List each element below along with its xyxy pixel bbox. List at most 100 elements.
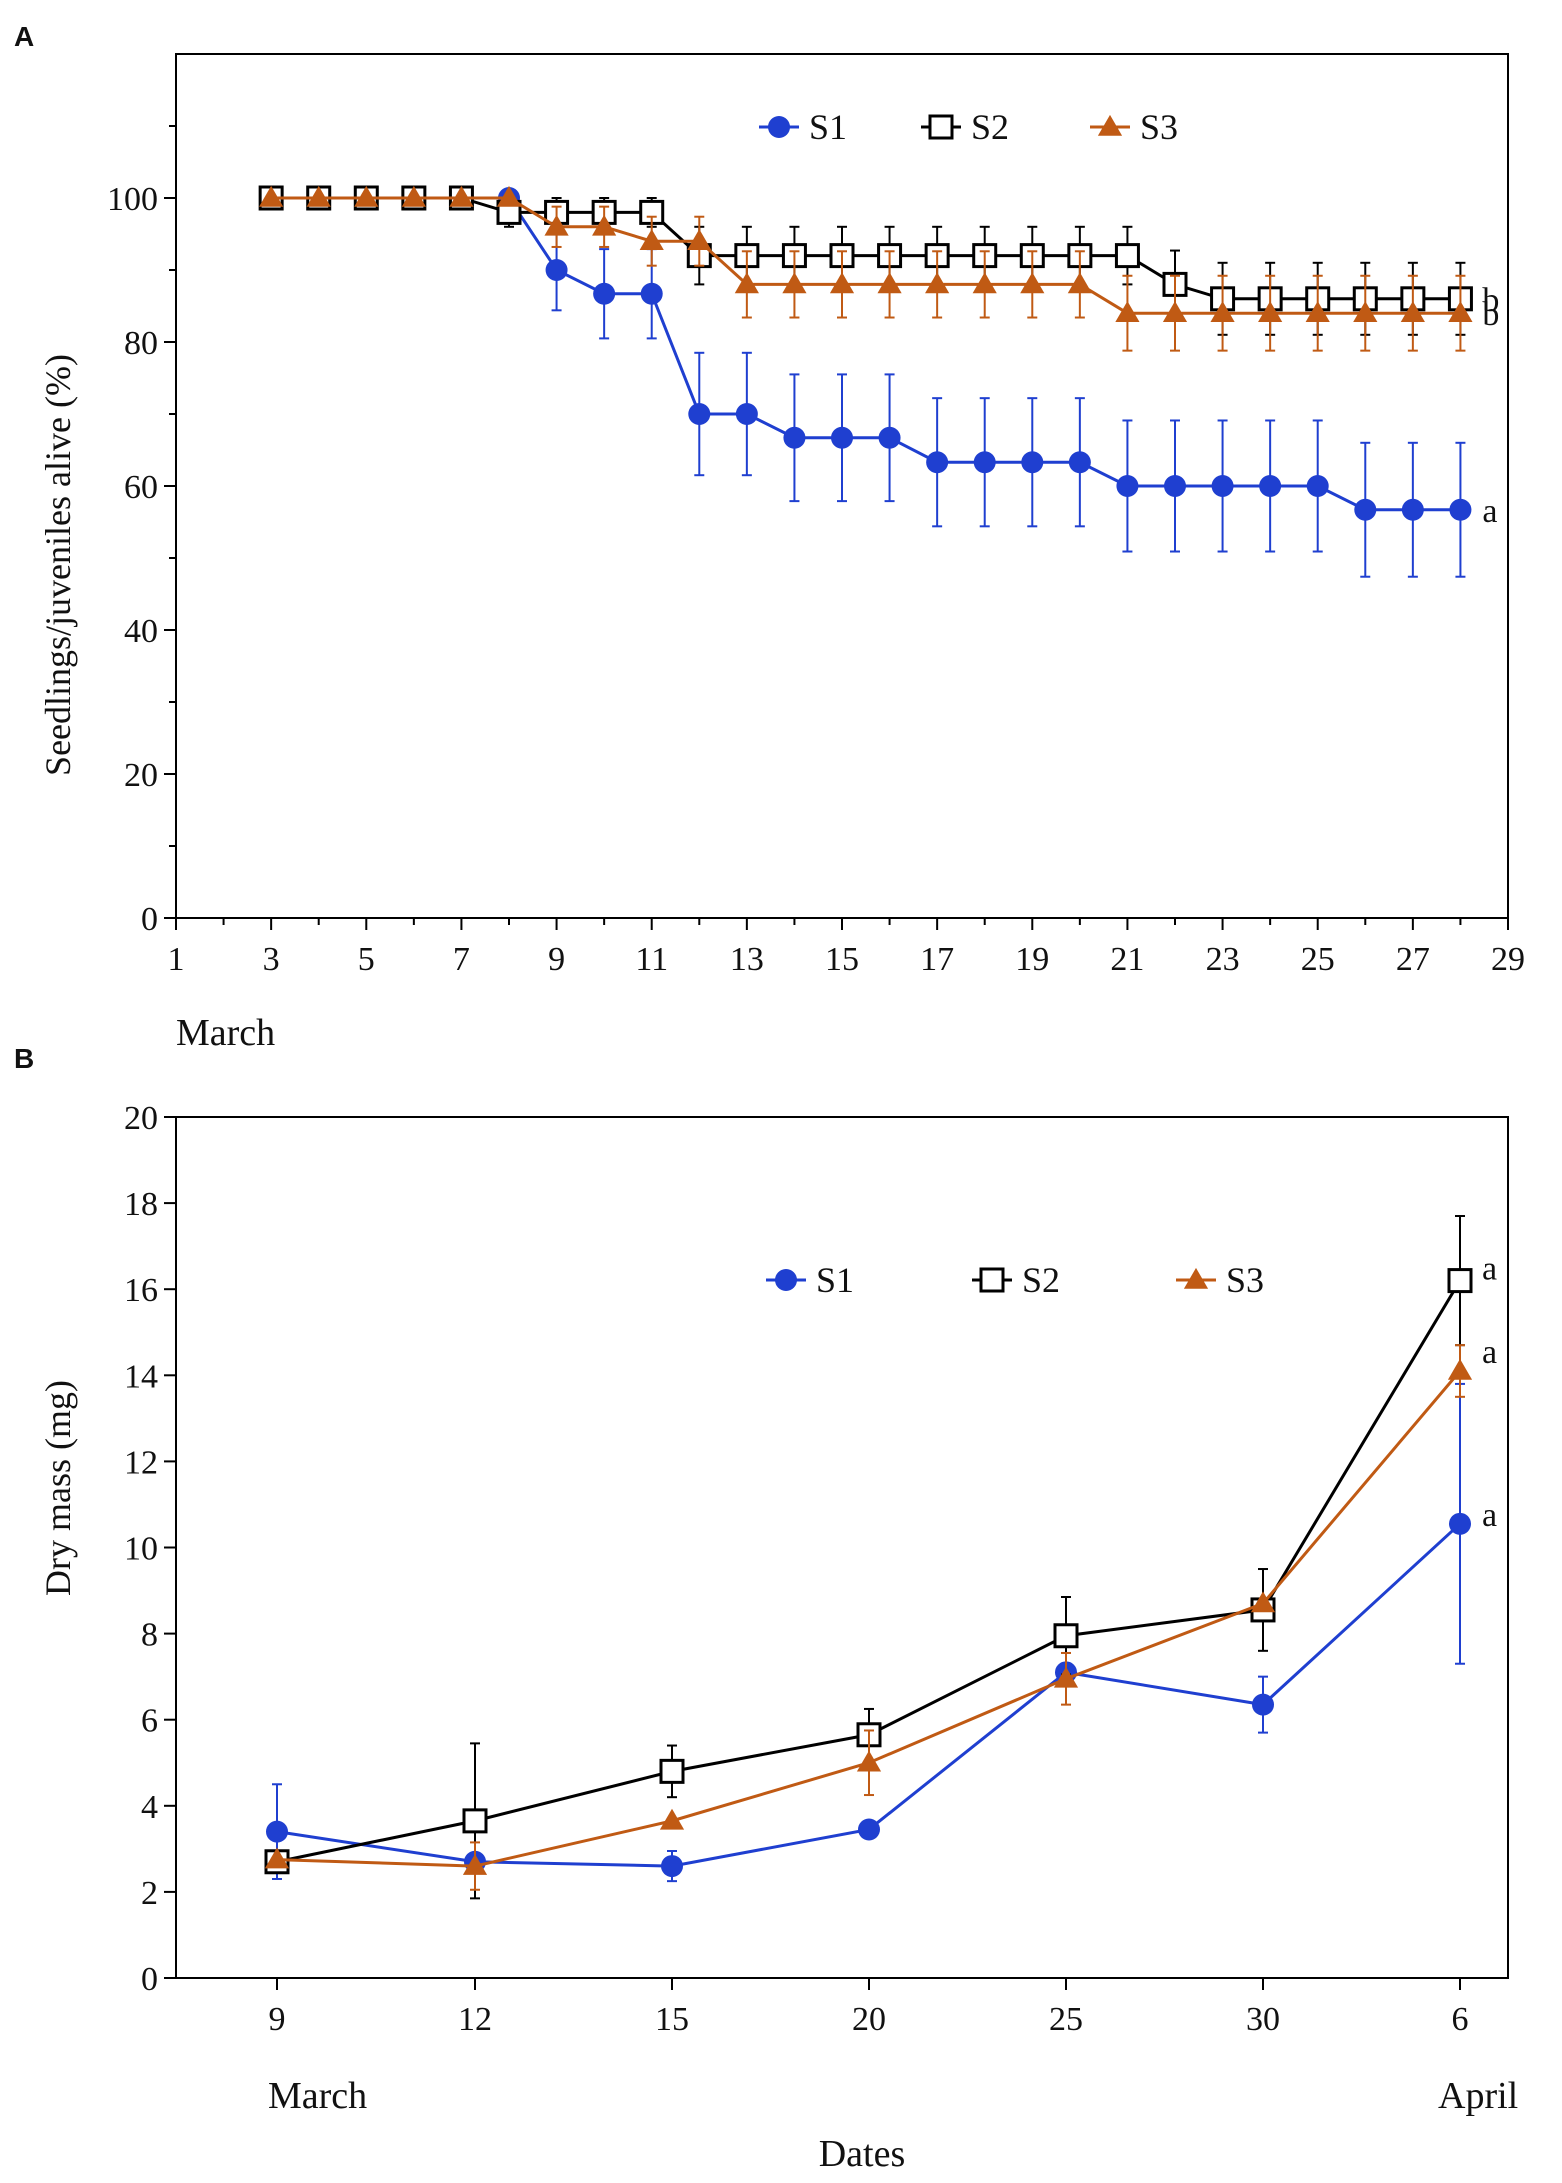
data-point [1021,451,1044,474]
data-point [354,185,379,207]
data-point [1067,272,1092,294]
data-point [783,426,806,449]
data-point [688,403,711,425]
legend-marker-S3 [1097,114,1123,136]
data-point [1449,1512,1471,1535]
data-point [264,1847,290,1869]
data-point [735,403,758,425]
x-tick-label-a: 25 [1301,941,1335,978]
y-tick-label-b: 0 [141,1961,158,1998]
data-point [687,229,712,250]
legend-label-S2: S2 [971,107,1009,147]
data-point [1447,1268,1473,1294]
y-tick-label-a: 0 [141,901,158,938]
data-point [639,229,664,250]
x-tick-label-b: 15 [655,2001,689,2038]
x-tick-label-a: 21 [1110,941,1144,978]
x-tick-label-b: 30 [1246,2001,1280,2038]
panel-b-xlabel: Dates [819,2133,906,2175]
series-a-S1: a [260,187,1498,578]
data-point [856,1750,882,1772]
panel-b-sublabel-april: April [1438,2075,1518,2117]
data-point [1400,301,1425,322]
legend-label-S3: S3 [1140,107,1178,147]
data-point [661,1855,683,1878]
data-point [1354,498,1377,521]
y-tick-label-b: 12 [124,1444,158,1481]
significance-letter-S3: a [1482,1334,1497,1371]
data-point [1401,498,1424,521]
data-point [972,272,997,294]
data-point [1353,301,1378,322]
panel-b: B Dry mass (mg) March April Dates 9 12 15 2… [14,1043,1518,2175]
data-point [1449,498,1472,521]
series-a-S3: b [259,185,1499,352]
data-point [925,272,950,294]
data-point [1447,1358,1473,1380]
legend-marker-S2 [979,1267,1005,1293]
data-point [1115,301,1140,322]
x-tick-label-a: 19 [1015,941,1049,978]
x-tick-label-a: 23 [1206,941,1240,978]
data-point [462,1853,488,1875]
data-point [1211,475,1234,497]
data-point [659,1758,685,1784]
data-point [1250,1591,1276,1613]
x-tick-label-b: 9 [269,2001,286,2038]
data-point [1162,301,1188,322]
data-point [926,451,949,474]
data-point [1164,475,1186,497]
x-tick-label-a: 3 [263,941,280,978]
x-tick-label-a: 13 [730,941,764,978]
data-point [401,185,426,207]
data-point [259,185,284,207]
x-tick-label-a: 9 [548,941,565,978]
x-tick-label-a: 29 [1491,941,1525,978]
y-tick-label-a: 80 [124,325,158,362]
series-b-S1 [266,1382,1471,1883]
x-tick-label-a: 7 [453,941,470,978]
data-point [734,272,759,294]
panel-a-letter: A [14,21,34,52]
data-point [829,272,855,294]
y-tick-label-a: 20 [124,757,158,794]
data-point [306,185,331,207]
significance-letter-S2: a [1482,1251,1497,1288]
y-tick-label-a: 40 [124,613,158,650]
y-tick-label-b: 8 [141,1617,158,1654]
data-point [659,1808,685,1830]
significance-letter-S1: a [1482,1497,1497,1534]
data-point [1020,272,1045,294]
y-tick-label-b: 14 [124,1358,158,1395]
significance-letter: a [1482,493,1497,530]
x-tick-label-a: 5 [358,941,375,978]
data-point [1258,301,1283,322]
y-tick-label-b: 4 [141,1789,158,1826]
y-tick-label-b: 10 [124,1531,158,1568]
data-point [782,272,807,294]
panel-b-ylabel: Dry mass (mg) [38,1380,78,1596]
legend-marker-S1 [768,116,790,138]
y-tick-label-a: 100 [107,181,158,218]
legend-marker-S2 [928,114,954,140]
y-tick-label-b: 16 [124,1272,158,1309]
data-point [878,426,901,449]
data-point [1210,301,1235,322]
panel-a-ylabel: Seedlings/juveniles alive (%) [38,354,78,776]
y-tick-label-b: 2 [141,1875,158,1912]
data-point [1306,475,1329,497]
data-point [1252,1693,1274,1716]
data-point [1116,475,1139,497]
data-point [544,214,569,236]
data-point [1053,1623,1079,1649]
series-line [271,196,1461,315]
legend-label-S1: S1 [809,107,847,147]
x-tick-label-b: 12 [458,2001,492,2038]
data-point [1259,475,1282,497]
legend-label-S1: S1 [816,1260,854,1300]
series-b-S3 [264,1344,1473,1891]
x-tick-label-a: 17 [920,941,954,978]
data-point [462,1808,488,1834]
